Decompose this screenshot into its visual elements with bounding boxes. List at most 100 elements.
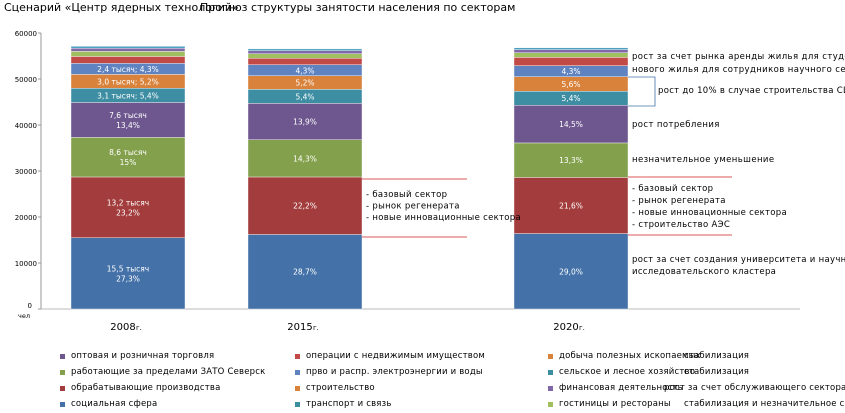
legend-label: финансовая деятельность bbox=[559, 383, 683, 393]
bar-segment bbox=[70, 102, 186, 138]
bar-data-label: 13,2 тысяч bbox=[107, 198, 149, 207]
annotation-social-line2: исследовательского кластера bbox=[632, 267, 776, 277]
bar-segment bbox=[247, 50, 363, 54]
bar-segment bbox=[247, 176, 363, 235]
legend-swatch bbox=[60, 354, 65, 359]
bar-data-label: 13,3% bbox=[559, 156, 583, 165]
bar-data-label: 14,5% bbox=[559, 120, 583, 129]
bar-segment bbox=[70, 176, 186, 238]
bar-data-label: 4,3% bbox=[295, 66, 314, 75]
y-tick-label: 50000 bbox=[15, 76, 37, 84]
annotation-transport: рост до 10% в случае строительства СЦБК bbox=[658, 86, 845, 96]
bar-data-label: 8,6 тысяч bbox=[109, 148, 147, 157]
legend-label: обрабатывающие производства bbox=[71, 383, 221, 393]
y-tick-label: 20000 bbox=[15, 214, 37, 222]
bar-data-label: 27,3% bbox=[116, 274, 140, 283]
annotation-social-line1: рост за счет создания университета и нау… bbox=[632, 255, 845, 265]
legend-swatch bbox=[295, 370, 300, 375]
legend-overlay-annotation: рост за счет обслуживающего сектора bbox=[664, 383, 845, 393]
bar-segment bbox=[513, 57, 629, 66]
legend-label: сельское и лесное хозяйство bbox=[559, 367, 696, 377]
bar-data-label: 5,2% bbox=[295, 79, 314, 88]
bar-segment bbox=[70, 46, 186, 49]
bar-data-label: 22,2% bbox=[293, 202, 317, 211]
bar-data-label: 5,6% bbox=[561, 80, 580, 89]
stacked-bar-chart: 0 10000 20000 30000 40000 50000 60000 чел 15,5 т… bbox=[15, 30, 845, 333]
annotation-outside: незначительное уменьшение bbox=[632, 155, 775, 165]
annotation-finance: рост потребления bbox=[632, 120, 720, 130]
x-category-label: 2020 bbox=[553, 322, 578, 333]
bar-data-label: 3,0 тысяч; 5,2% bbox=[97, 77, 159, 86]
legend-swatch bbox=[295, 402, 300, 407]
annotation-text-2020: - новые инновационные сектора bbox=[632, 208, 787, 218]
bar-data-label: 13,4% bbox=[116, 121, 140, 130]
legend-swatch bbox=[60, 370, 65, 375]
bar-segment bbox=[70, 51, 186, 57]
bar-segment bbox=[70, 237, 186, 310]
legend-label: строительство bbox=[306, 383, 375, 393]
y-unit-label: чел bbox=[18, 312, 30, 320]
annotation-text-2015: - новые инновационные сектора bbox=[366, 213, 521, 223]
bar-segment bbox=[513, 177, 629, 234]
bar-data-label: 29,0% bbox=[559, 267, 583, 276]
bar-segment bbox=[247, 234, 363, 310]
chart-legend: оптовая и розничная торговля работающие з… bbox=[60, 348, 845, 413]
annotation-top-line2: нового жилья для сотрудников научного се… bbox=[632, 65, 845, 75]
legend-swatch bbox=[60, 386, 65, 391]
x-category-suffix: г. bbox=[579, 324, 585, 332]
bar-data-label: 15% bbox=[120, 158, 137, 167]
legend-label: транспорт и связь bbox=[306, 399, 392, 409]
annotation-text-2020: - базовый сектор bbox=[632, 184, 713, 194]
legend-overlay-annotation: стабилизация и незначительное сокращение bbox=[684, 399, 845, 409]
legend-label: прво и распр. электроэнергии и воды bbox=[306, 367, 483, 377]
chart-title-forecast: Прогноз структуры занятости населения по… bbox=[200, 1, 516, 14]
bar-segment bbox=[247, 139, 363, 178]
legend-swatch bbox=[548, 354, 553, 359]
annotation-text-2015: - рынок регенерата bbox=[366, 202, 460, 212]
bar-segment bbox=[70, 56, 186, 64]
y-tick-label: 30000 bbox=[15, 168, 37, 176]
legend-swatch bbox=[548, 370, 553, 375]
legend-label: работающие за пределами ЗАТО Северск bbox=[71, 367, 266, 377]
bar-data-label: 15,5 тысяч bbox=[107, 264, 149, 273]
bar-data-label: 21,6% bbox=[559, 202, 583, 211]
legend-swatch bbox=[548, 402, 553, 407]
y-tick-label: 0 bbox=[28, 302, 32, 310]
legend-swatch bbox=[60, 402, 65, 407]
annotation-top-line1: рост за счет рынка аренды жилья для студ… bbox=[632, 52, 845, 62]
x-category-label: 2015 bbox=[287, 322, 312, 333]
legend-label: социальная сфера bbox=[71, 399, 158, 409]
bar-segment bbox=[247, 53, 363, 59]
annotation-text-2015: - базовый сектор bbox=[366, 190, 447, 200]
bar-segment bbox=[247, 58, 363, 65]
bar-segment bbox=[247, 48, 363, 51]
annotation-text-2020: - строительство АЭС bbox=[632, 220, 730, 230]
y-tick-label: 40000 bbox=[15, 122, 37, 130]
y-tick-label: 60000 bbox=[15, 30, 37, 38]
bar-data-label: 28,7% bbox=[293, 268, 317, 277]
legend-swatch bbox=[548, 386, 553, 391]
legend-overlay-annotation: стабилизация bbox=[684, 367, 750, 377]
bar-data-label: 4,3% bbox=[561, 67, 580, 76]
legend-label: добыча полезных ископаемых bbox=[559, 351, 701, 361]
x-category-label: 2008 bbox=[110, 322, 135, 333]
legend-label: операции с недвижимым имуществом bbox=[306, 351, 485, 361]
chart-title-scenario: Сценарий «Центр ядерных технологий» bbox=[4, 1, 239, 14]
bar-segment bbox=[513, 47, 629, 50]
bar-data-label: 3,1 тысяч; 5,4% bbox=[97, 91, 159, 100]
bar-segment bbox=[513, 52, 629, 58]
bar-data-label: 2,4 тысяч; 4,3% bbox=[97, 65, 159, 74]
bar-data-label: 5,4% bbox=[295, 92, 314, 101]
legend-overlay-annotation: стабилизация bbox=[684, 351, 750, 361]
legend-label: гостиницы и рестораны bbox=[559, 399, 671, 409]
legend-swatch bbox=[295, 386, 300, 391]
bar-segment bbox=[513, 105, 629, 144]
x-category-suffix: г. bbox=[313, 324, 319, 332]
bar-segment bbox=[247, 103, 363, 140]
bar-segment bbox=[70, 137, 186, 178]
annotation-text-2020: - рынок регенерата bbox=[632, 196, 726, 206]
bar-data-label: 14,3% bbox=[293, 154, 317, 163]
x-category-suffix: г. bbox=[136, 324, 142, 332]
bar-data-label: 23,2% bbox=[116, 208, 140, 217]
annotation-bracket-blue bbox=[628, 76, 656, 107]
